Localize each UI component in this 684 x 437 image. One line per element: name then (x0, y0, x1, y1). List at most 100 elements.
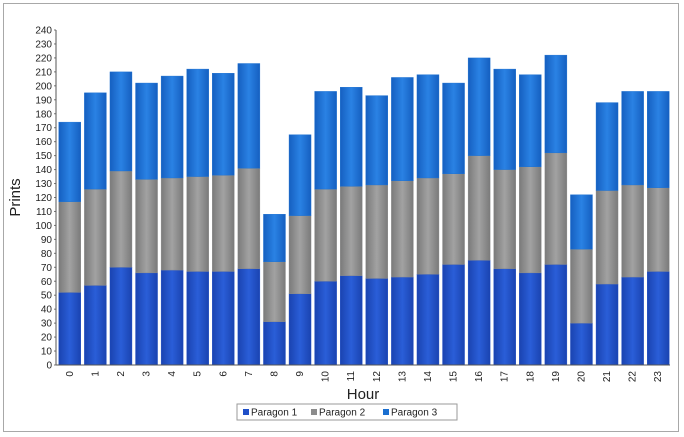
bar-segment-paragon-2 (160, 177, 184, 271)
y-tick-label: 10 (41, 347, 53, 358)
bar-segment-paragon-2 (212, 174, 235, 272)
legend: Paragon 1 Paragon 2 Paragon 3 (236, 403, 458, 421)
bar-segment-paragon-1 (109, 267, 133, 366)
bar-segment-paragon-2 (288, 215, 312, 295)
x-tick-label: 10 (321, 371, 332, 383)
bar-segment-paragon-1 (467, 260, 491, 366)
x-tick-label: 15 (449, 371, 460, 383)
x-tick-label: 0 (65, 371, 76, 377)
x-tick-label: 23 (653, 371, 664, 383)
bar-segment-paragon-2 (595, 190, 619, 285)
bar-segment-paragon-3 (340, 87, 363, 187)
bar-segment-paragon-2 (391, 180, 414, 278)
y-tick-label: 180 (35, 109, 52, 120)
x-tick-label: 13 (397, 371, 408, 383)
y-tick-label: 40 (41, 305, 53, 316)
bar-segment-paragon-1 (493, 268, 516, 366)
bar-segment-paragon-1 (186, 271, 209, 366)
bar-segment-paragon-2 (467, 155, 491, 261)
bar-segment-paragon-3 (84, 92, 107, 190)
x-tick-label: 14 (423, 371, 434, 383)
x-axis-ticks: 0 1 2 3 4 5 6 7 8 9 10 11 12 13 14 15 16 17 18 19 20 21 22 23 (65, 371, 664, 383)
y-axis-ticks: 0 10 20 30 40 50 60 70 80 90 100 110 120 130 140 150 160… (35, 26, 56, 372)
y-tick-label: 200 (35, 81, 52, 92)
y-tick-label: 210 (35, 67, 52, 78)
x-tick-label: 12 (372, 371, 383, 383)
x-tick-label: 2 (116, 371, 127, 377)
bar-segment-paragon-3 (186, 68, 209, 177)
bar-segment-paragon-1 (442, 264, 465, 366)
bar-segment-paragon-3 (595, 102, 619, 191)
y-tick-label: 130 (35, 179, 52, 190)
x-tick-label: 6 (218, 371, 229, 377)
y-tick-label: 220 (35, 53, 52, 64)
x-tick-label: 9 (295, 371, 306, 377)
bar-segment-paragon-3 (544, 54, 568, 154)
bar-segment-paragon-2 (544, 152, 568, 265)
legend-box (236, 403, 458, 421)
bar-segment-paragon-1 (340, 275, 363, 366)
bar-segment-paragon-1 (135, 272, 158, 366)
x-tick-label: 19 (551, 371, 562, 383)
bar-segment-paragon-1 (595, 283, 619, 366)
bar-segment-paragon-2 (186, 176, 209, 272)
x-tick-label: 5 (193, 371, 204, 377)
y-tick-label: 100 (35, 221, 52, 232)
bar-segment-paragon-1 (544, 264, 568, 366)
y-tick-label: 20 (41, 333, 53, 344)
bar-segment-paragon-3 (647, 91, 670, 188)
bar-segment-paragon-3 (288, 134, 312, 216)
bar-segment-paragon-1 (519, 272, 542, 366)
bar-segment-paragon-1 (416, 274, 440, 366)
y-tick-label: 90 (41, 235, 53, 246)
bar-segment-paragon-1 (212, 271, 235, 366)
y-tick-label: 50 (41, 291, 53, 302)
x-tick-label: 17 (500, 371, 511, 383)
stacked-bar-chart: 0102030405060708090100110120130140150160… (7, 26, 670, 421)
bar-segment-paragon-1 (160, 269, 184, 366)
bar-segment-paragon-3 (58, 121, 81, 202)
bar-segment-paragon-1 (58, 292, 81, 366)
bar-segment-paragon-3 (519, 74, 542, 167)
bar-segment-paragon-1 (365, 278, 388, 366)
bar-segment-paragon-3 (135, 82, 158, 180)
bar-segment-paragon-3 (570, 194, 593, 250)
bar-segment-paragon-2 (237, 167, 261, 269)
y-tick-label: 110 (36, 207, 52, 218)
bar-segment-paragon-2 (263, 261, 286, 322)
bar-segment-paragon-2 (570, 248, 593, 324)
bars (58, 54, 670, 366)
y-tick-label: 60 (41, 277, 53, 288)
bar-segment-paragon-2 (109, 170, 133, 268)
y-tick-label: 70 (41, 263, 53, 274)
legend-label: Paragon 3 (391, 408, 438, 419)
y-axis-title: Prints (7, 178, 24, 216)
legend-swatch (311, 409, 317, 415)
x-tick-label: 4 (167, 371, 178, 377)
bar-segment-paragon-2 (340, 186, 363, 276)
bar-segment-paragon-1 (621, 276, 644, 366)
x-tick-label: 18 (525, 371, 536, 383)
x-tick-label: 22 (628, 371, 639, 383)
bar-segment-paragon-3 (442, 82, 465, 174)
x-tick-label: 16 (474, 371, 485, 383)
y-tick-label: 80 (41, 249, 53, 260)
y-tick-label: 240 (35, 26, 52, 37)
y-tick-label: 230 (35, 39, 52, 50)
bar-segment-paragon-1 (647, 271, 670, 366)
bar-segment-paragon-2 (621, 184, 644, 278)
y-tick-label: 150 (35, 151, 52, 162)
bar-segment-paragon-2 (442, 173, 465, 265)
bar-segment-paragon-2 (493, 169, 516, 269)
bar-segment-paragon-2 (135, 179, 158, 274)
bar-segment-paragon-3 (416, 74, 440, 179)
x-tick-label: 1 (90, 371, 101, 377)
bar-segment-paragon-3 (391, 77, 414, 181)
bar-segment-paragon-3 (493, 68, 516, 170)
y-tick-label: 30 (41, 319, 53, 330)
bar-segment-paragon-1 (314, 281, 337, 366)
bar-segment-paragon-2 (365, 184, 388, 279)
x-tick-label: 11 (346, 371, 357, 382)
bar-segment-paragon-3 (263, 214, 286, 262)
x-tick-label: 21 (602, 371, 613, 383)
